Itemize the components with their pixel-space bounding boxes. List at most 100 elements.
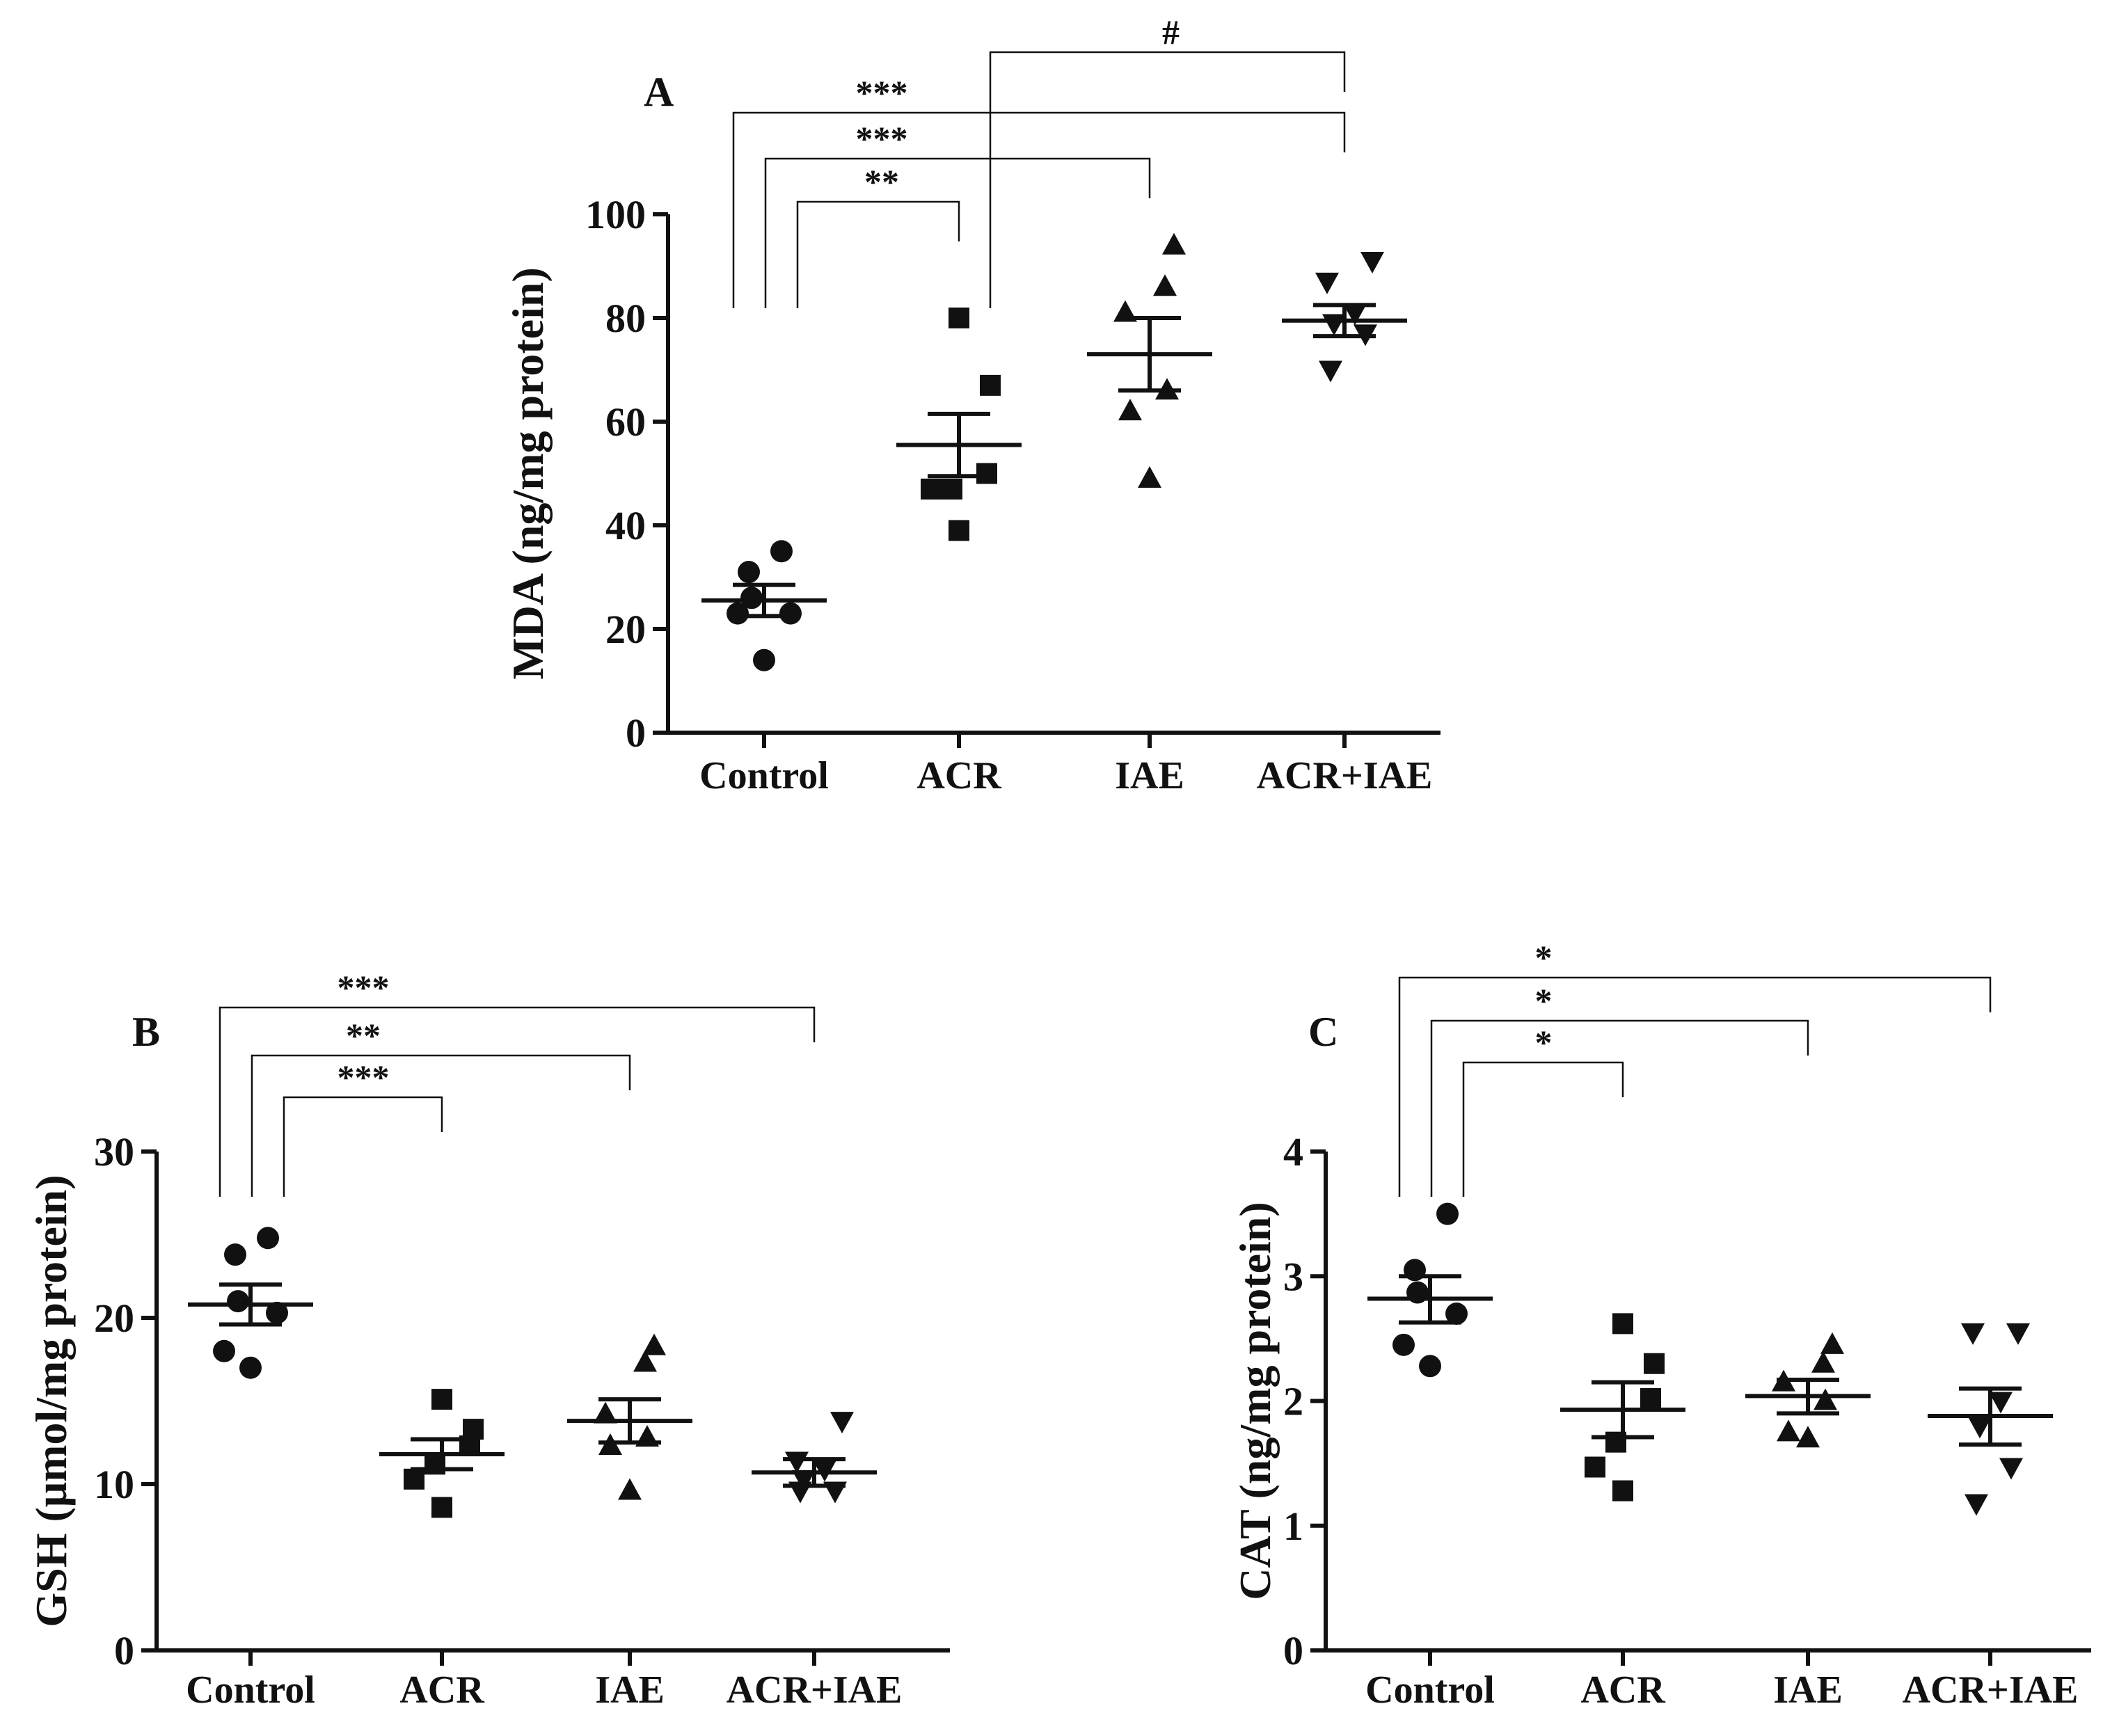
x-tick-label: ACR+IAE [1903,1669,2079,1712]
y-tick-label: 40 [605,503,646,548]
significance-label: *** [338,1058,390,1097]
y-tick-label: 3 [1283,1254,1303,1299]
y-axis-label: CAT (ng/mg protein) [1230,1202,1280,1600]
x-tick-label: Control [699,754,829,797]
x-tick-label: Control [1365,1669,1495,1712]
y-tick-label: 80 [605,296,646,341]
data-point [1965,1494,1988,1516]
bracket-line [251,1054,631,1197]
data-point [1419,1355,1441,1378]
data-point [792,1470,816,1492]
data-point [642,1333,666,1355]
significance-bracket: *** [764,119,1151,308]
data-point [1319,360,1342,383]
bracket-line [989,51,1346,308]
data-point [980,374,1001,396]
group-acr [379,1389,505,1518]
data-point [1138,465,1161,488]
data-point [921,478,942,500]
y-tick-label: 10 [94,1462,134,1507]
data-point [1814,1388,1837,1410]
group-iae [1745,1332,1871,1448]
data-point [1322,314,1346,336]
y-tick-label: 20 [605,607,646,652]
data-point [1392,1333,1415,1356]
significance-label: * [1535,981,1553,1020]
data-point [779,602,802,625]
panel-c: C CAT (ng/mg protein)0 1 2 3 4 Control ACR IAE AC… [1230,938,2091,1712]
x-tick-label: ACR [1580,1669,1665,1712]
data-point [1612,1480,1633,1502]
panel-letter: B [132,1009,160,1055]
group-acr-iae [1928,1323,2053,1516]
bracket-line [796,200,960,308]
data-point [1585,1456,1605,1478]
data-point [431,1389,452,1410]
data-point [949,308,969,328]
significance-bracket: * [1462,1023,1624,1197]
y-tick-label: 4 [1283,1129,1303,1174]
data-point [2006,1323,2030,1345]
data-point [404,1468,424,1490]
data-point [1999,1458,2023,1480]
data-point [1640,1387,1661,1409]
y-axis-label: MDA (ng/mg protein) [503,267,553,680]
data-point [213,1339,235,1362]
data-point [1360,252,1384,274]
significance-label: * [1535,938,1553,977]
y-tick-label: 20 [94,1296,134,1341]
group-control [1367,1202,1493,1378]
data-point [830,1412,854,1434]
x-tick-label: ACR+IAE [1257,754,1433,797]
significance-bracket: ** [796,162,960,308]
significance-label: *** [338,968,390,1007]
data-point [942,478,962,500]
y-tick-label: 100 [585,192,646,237]
significance-bracket: *** [219,968,816,1197]
data-point [1644,1353,1665,1374]
data-point [1968,1417,1992,1439]
y-tick-label: 60 [605,399,646,445]
data-point [594,1401,617,1424]
group-iae [1087,232,1212,488]
data-point [770,540,793,563]
data-point [224,1243,246,1266]
data-point [1811,1351,1835,1373]
x-tick-label: IAE [595,1669,665,1712]
y-tick-label: 1 [1283,1504,1303,1549]
y-tick-label: 30 [94,1129,134,1174]
data-point [618,1478,642,1500]
group-control [188,1227,313,1379]
group-acr-iae [1282,252,1407,383]
significance-label: ** [864,162,899,201]
data-point [1343,303,1367,326]
data-point [431,1497,452,1518]
significance-bracket: *** [283,1058,443,1197]
bracket-line [219,1006,816,1197]
x-tick-label: ACR+IAE [727,1669,903,1712]
x-tick-label: IAE [1773,1669,1843,1712]
significance-bracket: * [1398,938,1992,1197]
x-tick-label: IAE [1115,754,1184,797]
bracket-line [283,1096,443,1197]
significance-label: # [1162,13,1180,51]
data-point [738,561,760,584]
data-point [1162,232,1186,255]
significance-bracket: # [989,13,1346,308]
y-tick-label: 0 [626,710,646,756]
significance-label: *** [856,73,908,112]
significance-bracket: *** [732,73,1346,308]
data-point [239,1356,262,1379]
data-point [1961,1323,1985,1345]
significance-label: *** [856,119,908,158]
bracket-line [732,111,1346,308]
data-point [1989,1392,2013,1414]
significance-label: * [1535,1023,1553,1062]
group-control [701,540,827,671]
data-point [753,648,775,671]
data-point [227,1290,249,1313]
data-point [949,520,969,541]
group-acr [896,308,1022,541]
panel-a: A MDA (ng/mg protein) 0 20 40 60 80 100 Control A… [503,13,1441,797]
